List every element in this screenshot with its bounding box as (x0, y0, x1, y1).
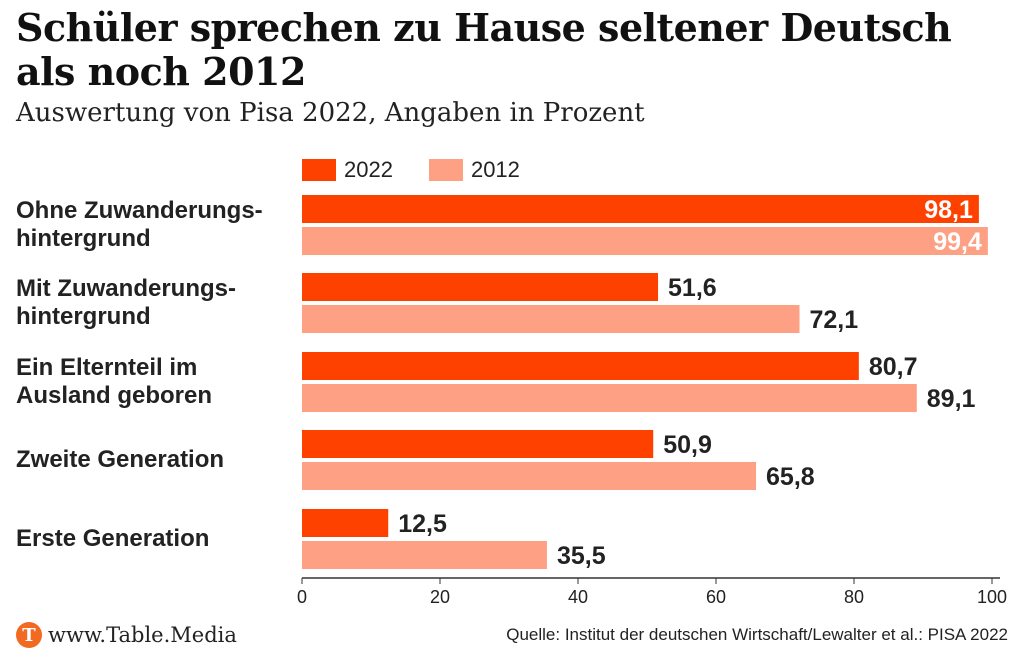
table-media-logo-icon: T (16, 622, 42, 648)
chart-subtitle: Auswertung von Pisa 2022, Angaben in Pro… (16, 98, 645, 128)
category-label-zweite-generation: Zweite Generation (16, 446, 225, 473)
value-label-2022-2: 80,7 (869, 353, 918, 381)
category-label-mit-zuwanderungshintergrund: Mit Zuwanderungs-hintergrund (16, 275, 236, 330)
bar-2022-3 (302, 430, 654, 458)
legend: 2022 2012 (302, 157, 556, 183)
x-tick-label-60: 60 (706, 587, 726, 607)
value-label-2012-1: 72,1 (809, 306, 858, 334)
bar-2022-0 (302, 195, 979, 223)
value-label-2022-0: 98,1 (924, 196, 973, 224)
bar-2022-4 (302, 509, 389, 537)
legend-item-2012: 2012 (428, 157, 520, 183)
legend-swatch-2022 (302, 159, 336, 181)
brand-url: www.Table.Media (48, 623, 237, 647)
x-tick-label-40: 40 (568, 587, 588, 607)
x-tick-label-0: 0 (297, 587, 307, 607)
source-note: Quelle: Institut der deutschen Wirtschaf… (506, 625, 1008, 644)
brand: T www.Table.Media (16, 622, 237, 648)
category-label-ein-elternteil-im-ausland: Ein Elternteil im Ausland geboren (16, 354, 213, 409)
bar-2022-2 (302, 352, 859, 380)
value-label-2012-4: 35,5 (557, 542, 606, 570)
value-label-2012-0: 99,4 (933, 228, 982, 256)
value-label-2022-4: 12,5 (398, 510, 447, 538)
legend-swatch-2012 (428, 159, 463, 181)
legend-label-2012: 2012 (470, 157, 520, 182)
legend-item-2022: 2022 (302, 157, 393, 183)
x-tick-label-80: 80 (844, 587, 864, 607)
x-tick-label-100: 100 (977, 587, 1007, 607)
chart-title: Schüler sprechen zu Hause seltener Deuts… (16, 5, 952, 94)
bar-2012-1 (302, 305, 800, 333)
bar-2012-2 (302, 384, 917, 412)
value-label-2022-1: 51,6 (668, 274, 717, 302)
bar-2012-3 (302, 462, 757, 490)
x-tick-label-20: 20 (430, 587, 450, 607)
bar-2022-1 (302, 273, 659, 301)
value-label-2012-3: 65,8 (766, 463, 815, 491)
legend-label-2022: 2022 (344, 157, 393, 182)
value-label-2012-2: 89,1 (927, 385, 976, 413)
value-label-2022-3: 50,9 (663, 431, 712, 459)
category-label-erste-generation: Erste Generation (16, 525, 210, 552)
bar-2012-0 (302, 227, 988, 255)
bar-2012-4 (302, 541, 547, 569)
category-label-ohne-zuwanderungshintergrund: Ohne Zuwanderungs-hintergrund (16, 197, 263, 252)
